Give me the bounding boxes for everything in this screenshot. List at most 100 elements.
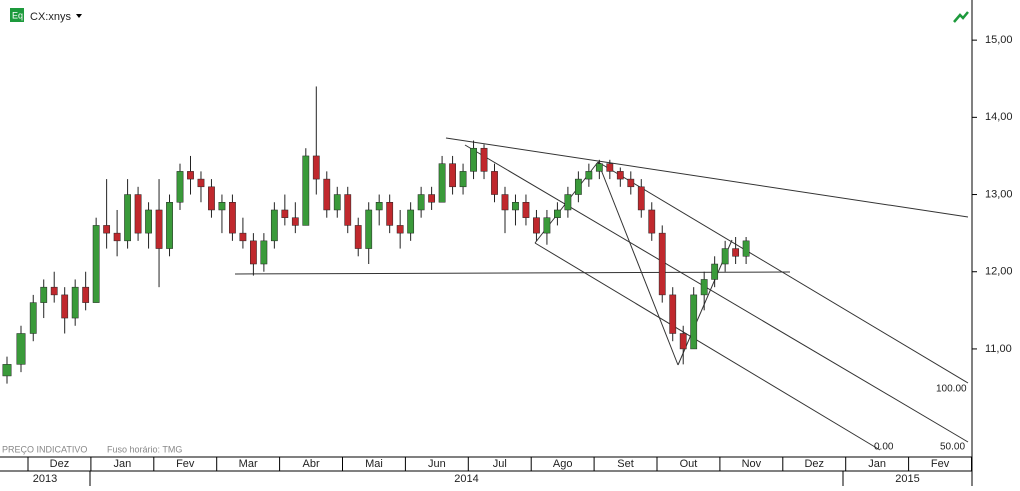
candle-body	[470, 147, 477, 172]
y-tick-label: 11,00	[985, 343, 1012, 355]
x-tick-label: Jan	[868, 458, 886, 470]
x-tick-label: Mar	[239, 458, 258, 470]
symbol-label[interactable]: CX:xnys	[30, 11, 71, 23]
candle-body	[354, 225, 362, 249]
trend-line	[597, 161, 679, 366]
candle-body	[417, 194, 425, 211]
x-tick-label: Nov	[742, 458, 762, 470]
timezone-note: Fuso horário: TMG	[107, 444, 182, 454]
candle-body	[92, 225, 100, 303]
candle-body	[438, 163, 446, 203]
candle-body	[616, 171, 624, 180]
candle-body	[449, 163, 456, 188]
horizontal-line	[234, 271, 791, 275]
candle-body	[606, 163, 614, 172]
candle-body	[375, 202, 383, 211]
candle-body	[344, 194, 352, 226]
year-label: 2013	[33, 473, 57, 485]
candle-body	[648, 209, 656, 234]
candle-body	[218, 202, 226, 211]
symbol-icon-text: Eq	[12, 10, 23, 20]
candle-body	[690, 294, 698, 350]
candle-body	[501, 194, 509, 211]
candle-body	[176, 171, 184, 203]
candle-body	[166, 202, 173, 249]
candle-body	[145, 209, 152, 234]
dropdown-arrow[interactable]	[76, 14, 82, 18]
candle-body	[407, 209, 415, 234]
x-tick-label: Dez	[50, 458, 70, 470]
y-tick-label: 15,00	[985, 34, 1013, 46]
x-tick-label: Fev	[931, 458, 950, 470]
candle-body	[700, 279, 708, 296]
x-tick-label: Mai	[365, 458, 383, 470]
candle-body	[721, 248, 729, 265]
fib-label: 0.00	[874, 442, 894, 453]
x-tick-label: Jul	[493, 458, 507, 470]
drawings	[234, 137, 969, 451]
candle-body	[124, 194, 131, 242]
symbol-icon[interactable]	[10, 8, 24, 22]
candle-body	[585, 171, 593, 180]
candle-body	[491, 171, 498, 195]
candle-body	[480, 147, 488, 172]
x-tick-label: Set	[617, 458, 634, 470]
candle-body	[533, 217, 540, 234]
candle-body	[323, 178, 331, 211]
candle-body	[669, 294, 677, 334]
x-tick-label: Abr	[302, 458, 319, 470]
price-note: PREÇO INDICATIVO	[2, 444, 87, 454]
candle-body	[82, 286, 90, 303]
candle-body	[333, 194, 341, 211]
trend-line	[445, 137, 969, 218]
x-tick-label: Fev	[176, 458, 195, 470]
year-label: 2014	[454, 473, 478, 485]
candle-body	[103, 225, 111, 234]
candle-body	[365, 209, 373, 249]
candle-body	[113, 232, 121, 242]
y-tick-label: 12,00	[985, 266, 1013, 278]
candle-body	[554, 209, 561, 218]
candle-body	[16, 333, 26, 365]
x-tick-label: Jun	[428, 458, 446, 470]
candle-body	[512, 202, 519, 211]
candle-body	[658, 232, 666, 296]
candle-body	[134, 194, 142, 234]
candle-body	[679, 333, 687, 350]
candle-body	[595, 163, 603, 172]
candle-body	[239, 232, 247, 242]
candle-body	[564, 194, 572, 211]
x-tick-label: Jan	[113, 458, 131, 470]
candle-body	[732, 248, 740, 257]
candle-body	[197, 178, 205, 188]
candle-body	[187, 171, 194, 180]
candle-body	[637, 186, 645, 211]
candle-body	[40, 286, 48, 303]
candle-body	[312, 155, 320, 180]
candle-body	[396, 225, 404, 234]
candle-body	[249, 240, 257, 265]
y-tick-label: 13,00	[985, 188, 1013, 200]
candle-body	[291, 217, 299, 226]
candle-body	[2, 364, 12, 377]
candle-body	[428, 194, 436, 203]
candle-body	[711, 263, 719, 280]
candle-body	[522, 202, 530, 218]
candle-body	[260, 240, 268, 265]
x-tick-label: Out	[680, 458, 698, 470]
candle-body	[281, 209, 289, 218]
candle-body	[71, 286, 79, 319]
trend-line	[534, 242, 881, 451]
candle-body	[50, 286, 58, 296]
candle-body	[302, 155, 310, 226]
candle-body	[208, 186, 215, 211]
y-tick-label: 14,00	[985, 111, 1013, 123]
candle-body	[155, 209, 163, 249]
candle-body	[574, 178, 582, 195]
fib-label: 100.00	[936, 384, 967, 395]
candle-body	[61, 294, 69, 319]
trend-icon[interactable]	[953, 11, 969, 23]
candle-body	[543, 217, 551, 234]
fib-label: 50.00	[940, 442, 965, 453]
